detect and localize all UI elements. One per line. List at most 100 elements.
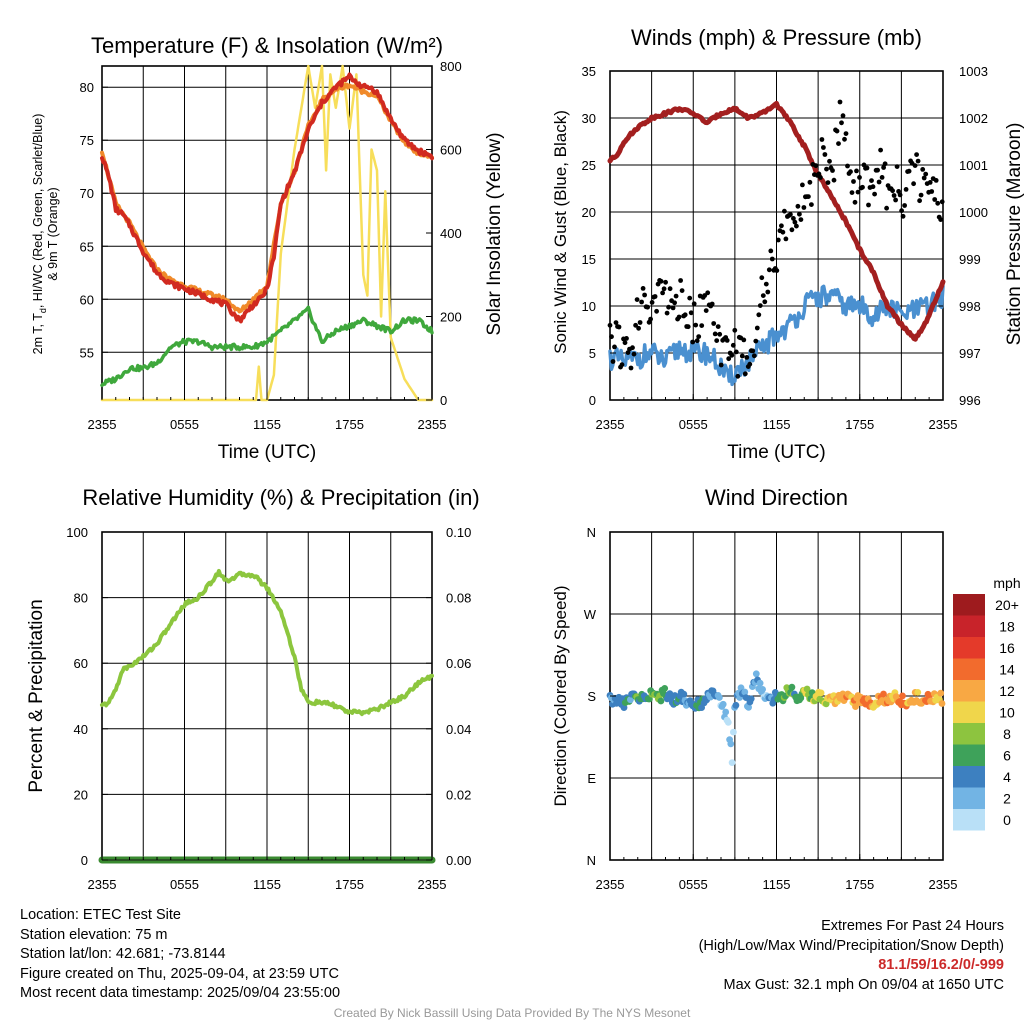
gust-point bbox=[699, 323, 705, 328]
gust-point bbox=[893, 197, 898, 203]
gust-point bbox=[619, 362, 625, 368]
y2-tick-label: 0.10 bbox=[446, 525, 471, 540]
gust-point bbox=[932, 197, 938, 202]
x-tick-label: 2355 bbox=[418, 417, 447, 432]
direction-point bbox=[822, 700, 830, 708]
legend-swatch bbox=[953, 787, 985, 809]
gust-point bbox=[891, 193, 897, 198]
direction-point bbox=[741, 688, 749, 696]
gust-point bbox=[876, 179, 882, 185]
direction-point bbox=[627, 696, 634, 704]
gust-point bbox=[938, 217, 944, 223]
gust-point bbox=[630, 345, 635, 351]
gust-point bbox=[648, 316, 653, 322]
gust-point bbox=[673, 293, 679, 299]
x-tick-label: 0555 bbox=[170, 417, 199, 432]
direction-point bbox=[742, 694, 750, 701]
gust-point bbox=[836, 141, 841, 147]
y2-tick-label: 0.04 bbox=[446, 722, 471, 737]
gust-point bbox=[636, 325, 641, 331]
x-tick-label: 0555 bbox=[679, 877, 708, 892]
station-pressure-line bbox=[607, 100, 946, 342]
gust-point bbox=[818, 175, 823, 180]
gust-point bbox=[935, 200, 941, 206]
gust-point bbox=[848, 169, 853, 175]
y-tick-label: 35 bbox=[582, 64, 596, 79]
gust-point bbox=[866, 202, 871, 208]
gust-point bbox=[658, 278, 664, 284]
gust-point bbox=[819, 137, 825, 142]
gust-point bbox=[705, 290, 711, 296]
gust-point bbox=[920, 167, 926, 172]
gust-point bbox=[870, 184, 876, 190]
y2-tick-label: 1000 bbox=[959, 205, 988, 220]
y-tick-label: 55 bbox=[80, 345, 94, 360]
extremes-info: Extremes For Past 24 Hours (High/Low/Max… bbox=[699, 917, 1004, 995]
legend-label: 8 bbox=[1003, 726, 1011, 742]
gust-point bbox=[894, 164, 900, 170]
gust-point bbox=[857, 175, 862, 180]
y2-tick-label: 600 bbox=[440, 143, 462, 158]
x-tick-label: 1155 bbox=[763, 877, 791, 892]
y-tick-label: 30 bbox=[582, 111, 596, 126]
x-tick-label: 0555 bbox=[170, 877, 199, 892]
y2-tick-label: 400 bbox=[440, 226, 462, 241]
station-latlon: Station lat/lon: 42.681; -73.8144 bbox=[20, 946, 226, 963]
legend-label: 12 bbox=[999, 683, 1015, 699]
y-tick-label: 25 bbox=[582, 158, 596, 173]
direction-point bbox=[680, 690, 688, 698]
gust-point bbox=[640, 286, 646, 291]
y-axis-label: Percent & Precipitation bbox=[26, 599, 47, 792]
gust-point bbox=[851, 179, 856, 184]
gust-point bbox=[733, 349, 739, 355]
gust-point bbox=[696, 334, 702, 339]
gust-point bbox=[852, 199, 858, 205]
extremes-values: 81.1/59/16.2/0/-999 bbox=[878, 957, 1004, 974]
direction-points bbox=[606, 670, 946, 766]
x-tick-label: 2355 bbox=[596, 877, 625, 892]
y-tick-label: 80 bbox=[80, 80, 94, 95]
direction-point bbox=[730, 728, 737, 736]
gust-point bbox=[688, 310, 694, 316]
gust-point bbox=[663, 279, 668, 285]
gust-point bbox=[660, 290, 665, 296]
gust-point bbox=[915, 158, 921, 164]
gust-point bbox=[918, 192, 924, 198]
legend-swatch bbox=[953, 744, 985, 766]
temp-2m-line bbox=[100, 72, 434, 324]
chart-title: Wind Direction bbox=[705, 485, 848, 510]
y-tick-label: 70 bbox=[80, 186, 94, 201]
gust-point bbox=[711, 321, 717, 326]
gust-point bbox=[882, 161, 888, 167]
gust-point bbox=[797, 211, 802, 217]
gust-point bbox=[607, 322, 613, 328]
gust-points bbox=[607, 99, 945, 379]
gust-point bbox=[628, 365, 634, 371]
gust-point bbox=[878, 147, 883, 153]
gust-point bbox=[724, 338, 730, 343]
gust-point bbox=[751, 353, 757, 359]
direction-point bbox=[661, 685, 669, 692]
x-tick-label: 1755 bbox=[335, 877, 364, 892]
y-tick-label: 80 bbox=[74, 591, 88, 606]
station-elevation: Station elevation: 75 m bbox=[20, 926, 168, 943]
gust-point bbox=[693, 322, 699, 328]
legend-swatch bbox=[953, 723, 985, 745]
y-tick-label: W bbox=[584, 607, 597, 622]
gust-point bbox=[791, 216, 796, 221]
direction-point bbox=[724, 719, 732, 726]
gust-point bbox=[782, 208, 787, 214]
gust-point bbox=[855, 189, 861, 195]
gust-point bbox=[879, 175, 885, 180]
legend-label: 16 bbox=[999, 640, 1015, 656]
gust-point bbox=[884, 205, 889, 211]
gust-point bbox=[875, 167, 880, 173]
gust-point bbox=[927, 180, 933, 185]
gust-point bbox=[911, 181, 916, 187]
gust-point bbox=[766, 267, 772, 273]
direction-point bbox=[657, 697, 665, 705]
gust-point bbox=[780, 229, 786, 235]
humidity-line bbox=[100, 568, 434, 717]
gust-point bbox=[914, 152, 919, 158]
